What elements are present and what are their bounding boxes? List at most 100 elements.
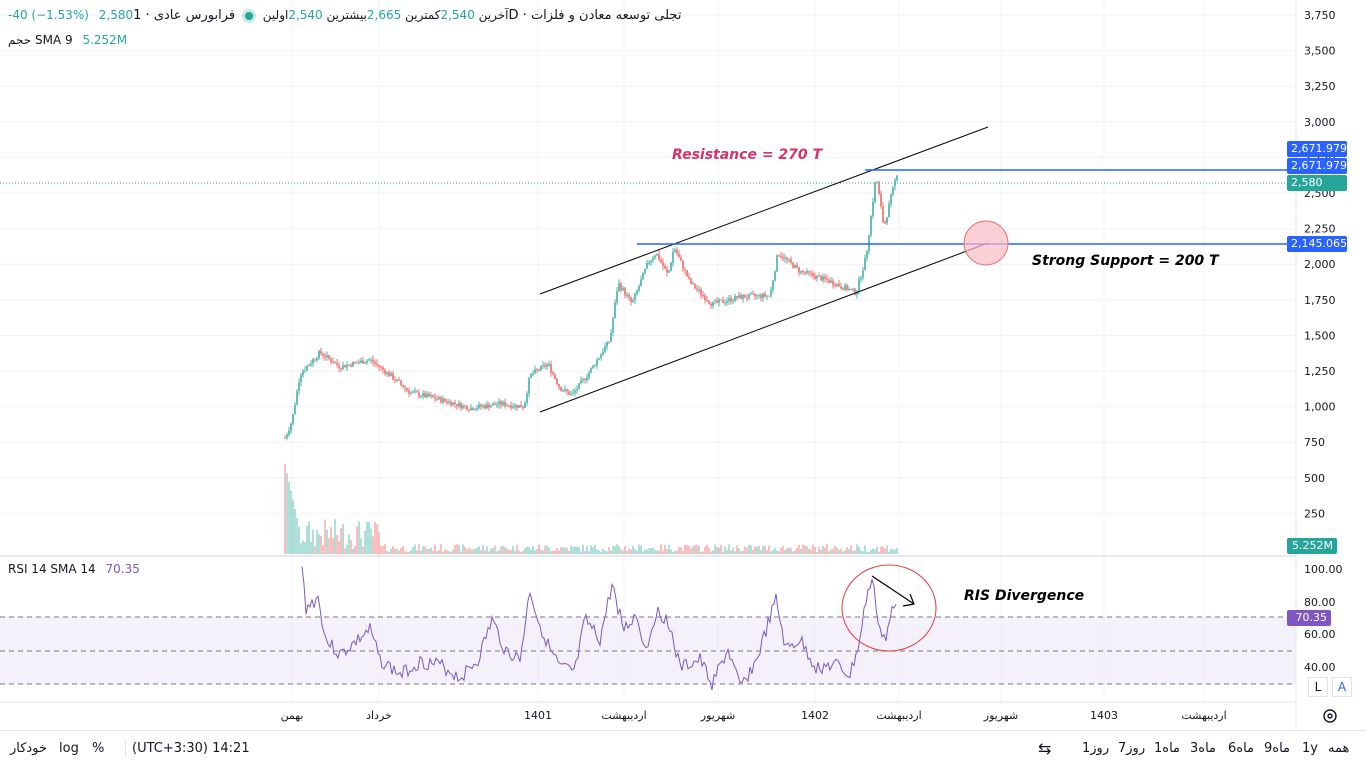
- volume-bar: [746, 547, 748, 554]
- volume-bar: [344, 548, 346, 554]
- volume-bar: [748, 544, 750, 554]
- volume-bar: [628, 548, 630, 554]
- volume-bar: [854, 550, 856, 554]
- volume-bar: [518, 550, 520, 554]
- candle-body: [370, 359, 372, 361]
- volume-bar: [756, 546, 758, 554]
- volume-bar: [358, 521, 360, 554]
- divergence-arrow-head: [902, 593, 915, 607]
- symbol-name[interactable]: فرابورس عادی · 1D · تجلی توسعه معادن و ف…: [133, 8, 682, 23]
- candle-body: [636, 290, 638, 294]
- compare-range-icon[interactable]: ⇆: [1038, 739, 1052, 758]
- candle-body: [432, 395, 434, 398]
- volume-bar: [824, 547, 826, 554]
- percent-scale-button[interactable]: %: [92, 741, 105, 756]
- candle-body: [870, 216, 872, 236]
- range-6m-button[interactable]: 6ماه: [1228, 741, 1255, 756]
- volume-bar: [636, 550, 638, 554]
- candle-body: [846, 285, 848, 291]
- volume-bar: [420, 550, 422, 554]
- candle-body: [348, 364, 350, 366]
- log-scale-button[interactable]: log: [59, 741, 79, 756]
- volume-bar: [678, 546, 680, 554]
- volume-bar: [302, 540, 304, 554]
- volume-bar: [336, 534, 338, 554]
- range-9m-button[interactable]: 9ماه: [1264, 741, 1291, 756]
- candle-body: [306, 366, 308, 371]
- volume-bar: [758, 545, 760, 554]
- scale-l-button[interactable]: L: [1308, 677, 1328, 697]
- volume-bar: [768, 545, 770, 554]
- candle-body: [746, 297, 748, 299]
- candle-body: [884, 221, 886, 224]
- volume-bar: [804, 545, 806, 554]
- time-tick-label: شهریور: [700, 709, 735, 722]
- candle-body: [376, 363, 378, 365]
- volume-bar: [316, 529, 318, 554]
- candle-body: [790, 259, 792, 263]
- candle-body: [560, 386, 562, 392]
- candle-body: [558, 384, 560, 387]
- auto-scale-button[interactable]: خودکار: [10, 741, 47, 756]
- candle-body: [824, 276, 826, 279]
- volume-bar: [308, 521, 310, 554]
- volume-bar: [744, 546, 746, 554]
- candle-body: [666, 268, 668, 273]
- price-tick-label: 250: [1304, 507, 1325, 520]
- rsi-tick-label: 80.00: [1304, 596, 1336, 609]
- volume-bar: [376, 524, 378, 554]
- candle-body: [740, 294, 742, 299]
- volume-bar: [554, 550, 556, 554]
- volume-bar: [364, 530, 366, 554]
- range-all-button[interactable]: همه: [1328, 741, 1350, 756]
- candle-body: [476, 408, 478, 410]
- candle-body: [410, 392, 412, 394]
- candle-body: [638, 286, 640, 291]
- volume-bar: [476, 547, 478, 554]
- rsi-legend-label: RSI 14 SMA 14: [8, 562, 96, 576]
- range-1m-button[interactable]: 1ماه: [1154, 741, 1181, 756]
- range-3m-button[interactable]: 3ماه: [1190, 741, 1217, 756]
- close-label: آخرین: [478, 8, 509, 22]
- candle-body: [882, 206, 884, 222]
- candle-body: [504, 402, 506, 407]
- volume-bar: [688, 545, 690, 554]
- volume-bar: [786, 548, 788, 554]
- time-tick-label: بهمن: [281, 709, 304, 722]
- candle-body: [566, 389, 568, 392]
- volume-bar: [778, 551, 780, 554]
- volume-bar: [616, 544, 618, 554]
- volume-bar: [304, 542, 306, 554]
- candle-body: [364, 362, 366, 364]
- volume-bar: [860, 550, 862, 554]
- volume-bar: [666, 549, 668, 554]
- volume-bar: [664, 544, 666, 554]
- candle-body: [806, 270, 808, 274]
- volume-bar: [810, 550, 812, 554]
- candle-body: [888, 203, 890, 218]
- range-7d-button[interactable]: 7روز: [1118, 741, 1146, 756]
- scale-a-button[interactable]: A: [1332, 677, 1352, 697]
- candle-body: [568, 391, 570, 395]
- range-1y-button[interactable]: 1y: [1302, 741, 1318, 756]
- candle-body: [350, 364, 352, 367]
- candle-body: [590, 368, 592, 373]
- candle-body: [794, 264, 796, 268]
- candle-body: [286, 434, 288, 438]
- volume-bar: [796, 547, 798, 554]
- volume-bar: [632, 545, 634, 554]
- volume-bar: [740, 551, 742, 554]
- settings-gear-icon[interactable]: [1323, 709, 1337, 723]
- candle-body: [734, 296, 736, 301]
- timezone-label[interactable]: (UTC+3:30) 14:21: [125, 741, 250, 756]
- volume-bar: [372, 536, 374, 554]
- candle-body: [310, 363, 312, 366]
- candle-body: [668, 270, 670, 273]
- candle-body: [334, 362, 336, 364]
- candle-body: [426, 393, 428, 398]
- volume-legend-label: حجم SMA 9: [8, 33, 73, 47]
- volume-bar: [658, 550, 660, 554]
- range-1d-button[interactable]: 1روز: [1082, 741, 1110, 756]
- candle-body: [332, 361, 334, 364]
